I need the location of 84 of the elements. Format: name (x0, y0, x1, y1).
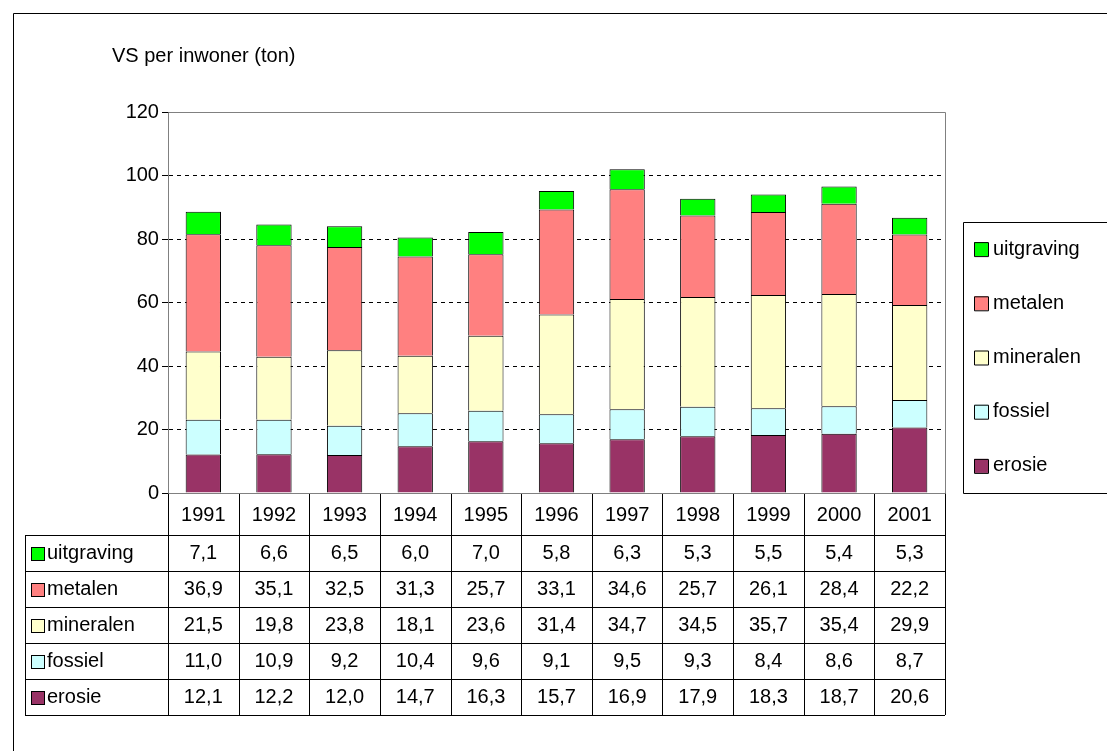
data-label: 5,4 (825, 540, 853, 563)
data-label: 7,0 (471, 540, 500, 563)
data-label: 36,9 (183, 576, 223, 599)
text: mineralen (47, 612, 135, 635)
data-label: 22,2 (890, 576, 930, 599)
data-label: 23,8 (325, 612, 365, 635)
data-label: 25,7 (678, 576, 718, 599)
data-label: 6,6 (260, 540, 288, 563)
data-label: 35,1 (254, 576, 294, 599)
data-label: 33,1 (537, 576, 576, 599)
data-label: 12,0 (325, 684, 365, 707)
data-label: 11,0 (184, 648, 223, 671)
data-label: 35,7 (748, 612, 788, 635)
data-label: 14,7 (395, 684, 435, 707)
data-label: 5,8 (542, 540, 571, 563)
data-label: 6,3 (613, 540, 642, 563)
y-tick-label: 0 (147, 480, 159, 503)
legend-label: mineralen (993, 345, 1081, 368)
x-tick-label: 1994 (392, 502, 438, 525)
data-label: 16,9 (607, 684, 647, 707)
data-label: 5,3 (683, 540, 712, 563)
data-label: 6,0 (401, 540, 430, 563)
data-label: 34,5 (678, 612, 718, 635)
data-label: 12,2 (254, 684, 294, 707)
legend-label: fossiel (993, 399, 1050, 422)
x-tick-label: 1993 (322, 502, 367, 525)
text: fossiel (47, 648, 104, 671)
data-label: 16,3 (466, 684, 506, 707)
data-label: 9,2 (330, 648, 359, 671)
x-tick-label: 1998 (675, 502, 721, 525)
x-tick-label: 1992 (251, 502, 297, 525)
y-tick-label: 100 (125, 163, 159, 186)
x-tick-label: 1991 (181, 502, 226, 525)
data-label: 9,3 (683, 648, 712, 671)
y-tick-label: 40 (136, 353, 159, 376)
data-label: 5,3 (895, 540, 924, 563)
text: metalen (47, 576, 119, 599)
legend-label: uitgraving (993, 236, 1080, 259)
data-label: 5,5 (754, 540, 783, 563)
y-tick-label: 120 (125, 99, 159, 122)
text: erosie (47, 684, 102, 707)
y-tick-label: 60 (136, 290, 159, 313)
data-label: 9,5 (613, 648, 642, 671)
x-tick-label: 1995 (463, 502, 509, 525)
x-tick-label: 2001 (887, 502, 932, 525)
data-label: 8,7 (895, 648, 924, 671)
data-label: 26,1 (748, 576, 788, 599)
legend-label: erosie (993, 453, 1048, 476)
y-tick-label: 80 (136, 226, 159, 249)
data-label: 10,9 (254, 648, 294, 671)
data-label: 34,7 (607, 612, 647, 635)
data-label: 34,6 (607, 576, 647, 599)
x-tick-label: 1996 (534, 502, 579, 525)
data-label: 21,5 (183, 612, 223, 635)
data-label: 31,3 (395, 576, 435, 599)
y-axis-title: VS per inwoner (ton) (112, 43, 296, 66)
y-tick-label: 20 (136, 417, 159, 440)
data-label: 9,6 (471, 648, 500, 671)
data-label: 6,5 (330, 540, 359, 563)
data-label: 20,6 (890, 684, 930, 707)
data-label: 28,4 (819, 576, 859, 599)
data-label: 25,7 (466, 576, 506, 599)
legend-label: metalen (993, 290, 1065, 313)
data-label: 18,1 (395, 612, 435, 635)
data-label: 19,8 (254, 612, 294, 635)
data-label: 10,4 (395, 648, 435, 671)
data-label: 32,5 (325, 576, 365, 599)
x-tick-label: 2000 (816, 502, 862, 525)
data-label: 23,6 (466, 612, 506, 635)
data-label: 8,4 (754, 648, 783, 671)
data-label: 18,3 (748, 684, 788, 707)
data-label: 8,6 (825, 648, 853, 671)
data-label: 31,4 (537, 612, 576, 635)
data-label: 9,1 (542, 648, 571, 671)
data-label: 29,9 (890, 612, 930, 635)
data-label: 15,7 (537, 684, 576, 707)
data-label: 35,4 (819, 612, 859, 635)
data-label: 17,9 (678, 684, 718, 707)
data-label: 18,7 (819, 684, 859, 707)
x-tick-label: 1999 (746, 502, 791, 525)
data-label: 12,1 (183, 684, 223, 707)
text: uitgraving (47, 540, 134, 563)
x-tick-label: 1997 (604, 502, 650, 525)
data-label: 7,1 (189, 540, 218, 563)
